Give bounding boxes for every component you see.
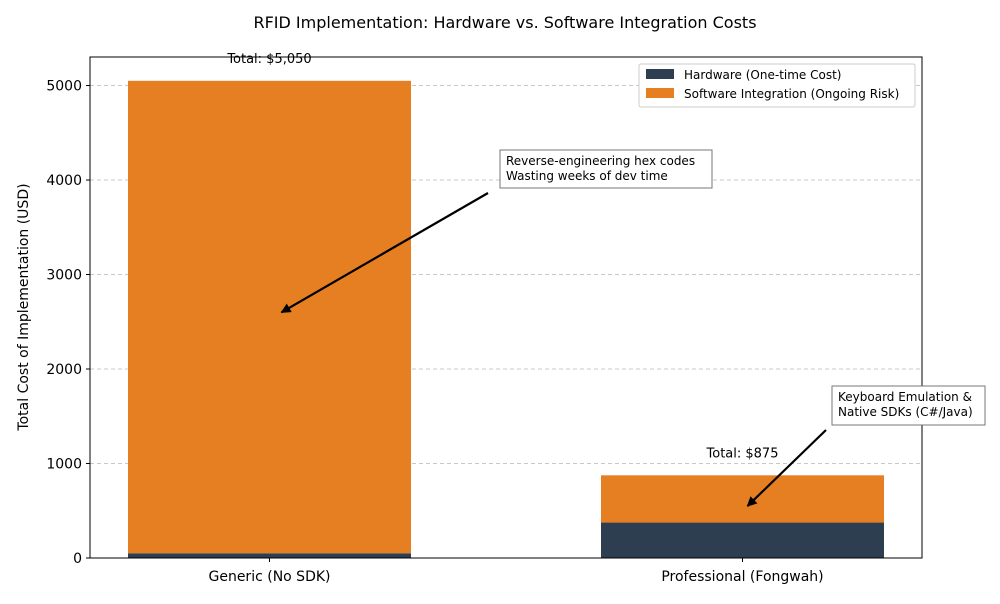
annotation-box xyxy=(499,149,713,189)
legend-swatch xyxy=(646,69,674,79)
total-label: Total: $875 xyxy=(706,446,779,461)
legend: Hardware (One-time Cost) Software Integra… xyxy=(638,63,916,108)
annotation-arrow xyxy=(746,429,827,507)
y-tick-label: 5000 xyxy=(46,79,82,95)
annotation-text: Native SDKs (C#/Java) xyxy=(838,405,973,419)
x-tick-label: Generic (No SDK) xyxy=(208,569,330,585)
plot-frame xyxy=(89,56,923,559)
y-tick-label: 4000 xyxy=(46,173,82,189)
y-tick-label: 1000 xyxy=(46,457,82,473)
annotation-arrow xyxy=(280,192,489,314)
y-tick-label: 2000 xyxy=(46,362,82,378)
total-label: Total: $5,050 xyxy=(226,52,311,67)
bar-hardware xyxy=(601,522,884,558)
y-tick-label: 3000 xyxy=(46,268,82,284)
bar-software xyxy=(128,80,411,554)
annotation-text: Reverse-engineering hex codes xyxy=(506,154,695,168)
legend-label: Hardware (One-time Cost) xyxy=(684,68,841,82)
annotation-text: Wasting weeks of dev time xyxy=(506,169,668,183)
bar-hardware xyxy=(128,553,411,558)
y-axis-label: Total Cost of Implementation (USD) xyxy=(16,183,32,431)
bar-software xyxy=(601,475,884,523)
chart-title: RFID Implementation: Hardware vs. Softwa… xyxy=(253,13,756,32)
y-tick-label: 0 xyxy=(73,551,82,567)
annotation-text: Keyboard Emulation & xyxy=(838,390,972,404)
legend-label: Software Integration (Ongoing Risk) xyxy=(684,87,899,101)
annotation-box xyxy=(831,385,986,426)
legend-swatch xyxy=(646,88,674,98)
legend-box xyxy=(638,63,916,108)
x-tick-label: Professional (Fongwah) xyxy=(661,569,823,585)
